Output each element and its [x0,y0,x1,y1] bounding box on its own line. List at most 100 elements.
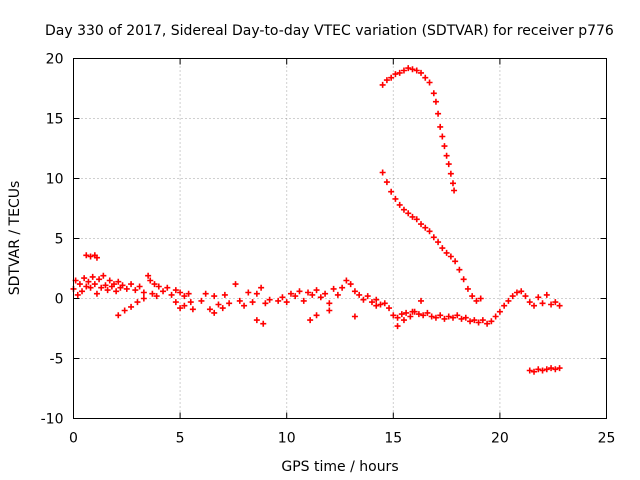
data-point [364,293,371,300]
data-point [351,313,358,320]
data-point [221,291,228,298]
data-point [258,284,265,291]
data-point [432,314,439,321]
data-point [96,276,103,283]
data-point [439,133,446,140]
y-tick-label: -10 [41,412,64,428]
data-point [409,213,416,220]
data-point [326,300,333,307]
data-point [123,285,130,292]
data-point [428,313,435,320]
data-point [394,323,401,330]
series-short-arc-near-3.5 [83,252,100,261]
data-point [556,302,563,309]
data-point [469,293,476,300]
data-point [368,299,375,306]
data-point [496,308,503,315]
data-point [313,287,320,294]
data-point [140,295,147,302]
data-point [531,302,538,309]
data-point [535,366,542,373]
data-point [181,293,188,300]
data-point [392,71,399,78]
data-point [253,317,260,324]
data-point [394,314,401,321]
data-point [189,306,196,313]
data-point [518,288,525,295]
data-point [147,277,154,284]
data-point [219,305,226,312]
data-point [392,195,399,202]
data-point [226,300,233,307]
data-point [454,312,461,319]
data-point [241,302,248,309]
data-point [287,290,294,297]
data-point [279,294,286,301]
y-tick-label: 0 [55,292,64,308]
data-point [539,300,546,307]
data-point [136,283,143,290]
y-tick-label: 20 [46,52,64,68]
data-point [452,258,459,265]
data-point [356,291,363,298]
data-point [435,239,442,246]
x-tick-label: 0 [69,431,78,447]
data-point [407,313,414,320]
data-point [422,74,429,81]
data-point [249,299,256,306]
data-point [339,284,346,291]
data-point [400,317,407,324]
data-point [413,67,420,74]
data-point [473,297,480,304]
series-lower-branch [115,295,425,330]
data-point [543,366,550,373]
data-point [439,245,446,252]
x-tick-label: 15 [384,431,402,447]
data-point [505,297,512,304]
chart-title: Day 330 of 2017, Sidereal Day-to-day VTE… [45,23,614,39]
x-tick-label: 25 [598,431,616,447]
x-axis-label: GPS time / hours [281,459,398,475]
data-point [215,301,222,308]
data-point [451,187,458,194]
data-point [467,318,474,325]
data-point [443,249,450,256]
data-point [432,98,439,105]
data-point [422,224,429,231]
data-point [232,281,239,288]
data-point [373,296,380,303]
data-point [106,277,113,284]
data-point [484,320,491,327]
data-point [390,312,397,319]
y-tick-label: 5 [55,232,64,248]
data-point [548,301,555,308]
data-point [418,297,425,304]
data-point [343,277,350,284]
data-point [379,81,386,88]
grid [73,58,607,419]
data-points [70,65,563,375]
data-point [513,289,520,296]
data-point [334,291,341,298]
data-point [121,307,128,314]
data-point [462,314,469,321]
data-point [396,69,403,76]
data-point [168,291,175,298]
data-point [418,221,425,228]
data-point [409,66,416,73]
data-point [296,288,303,295]
data-point [383,179,390,186]
plot-frame [73,58,607,419]
data-point [441,143,448,150]
data-point [456,266,463,273]
data-point [89,273,96,280]
data-point [360,296,367,303]
data-point [409,308,416,315]
data-point [140,289,147,296]
y-tick-label: 10 [46,172,64,188]
data-point [79,288,86,295]
data-point [405,210,412,217]
data-point [435,110,442,117]
data-point [160,288,167,295]
data-point [471,317,478,324]
